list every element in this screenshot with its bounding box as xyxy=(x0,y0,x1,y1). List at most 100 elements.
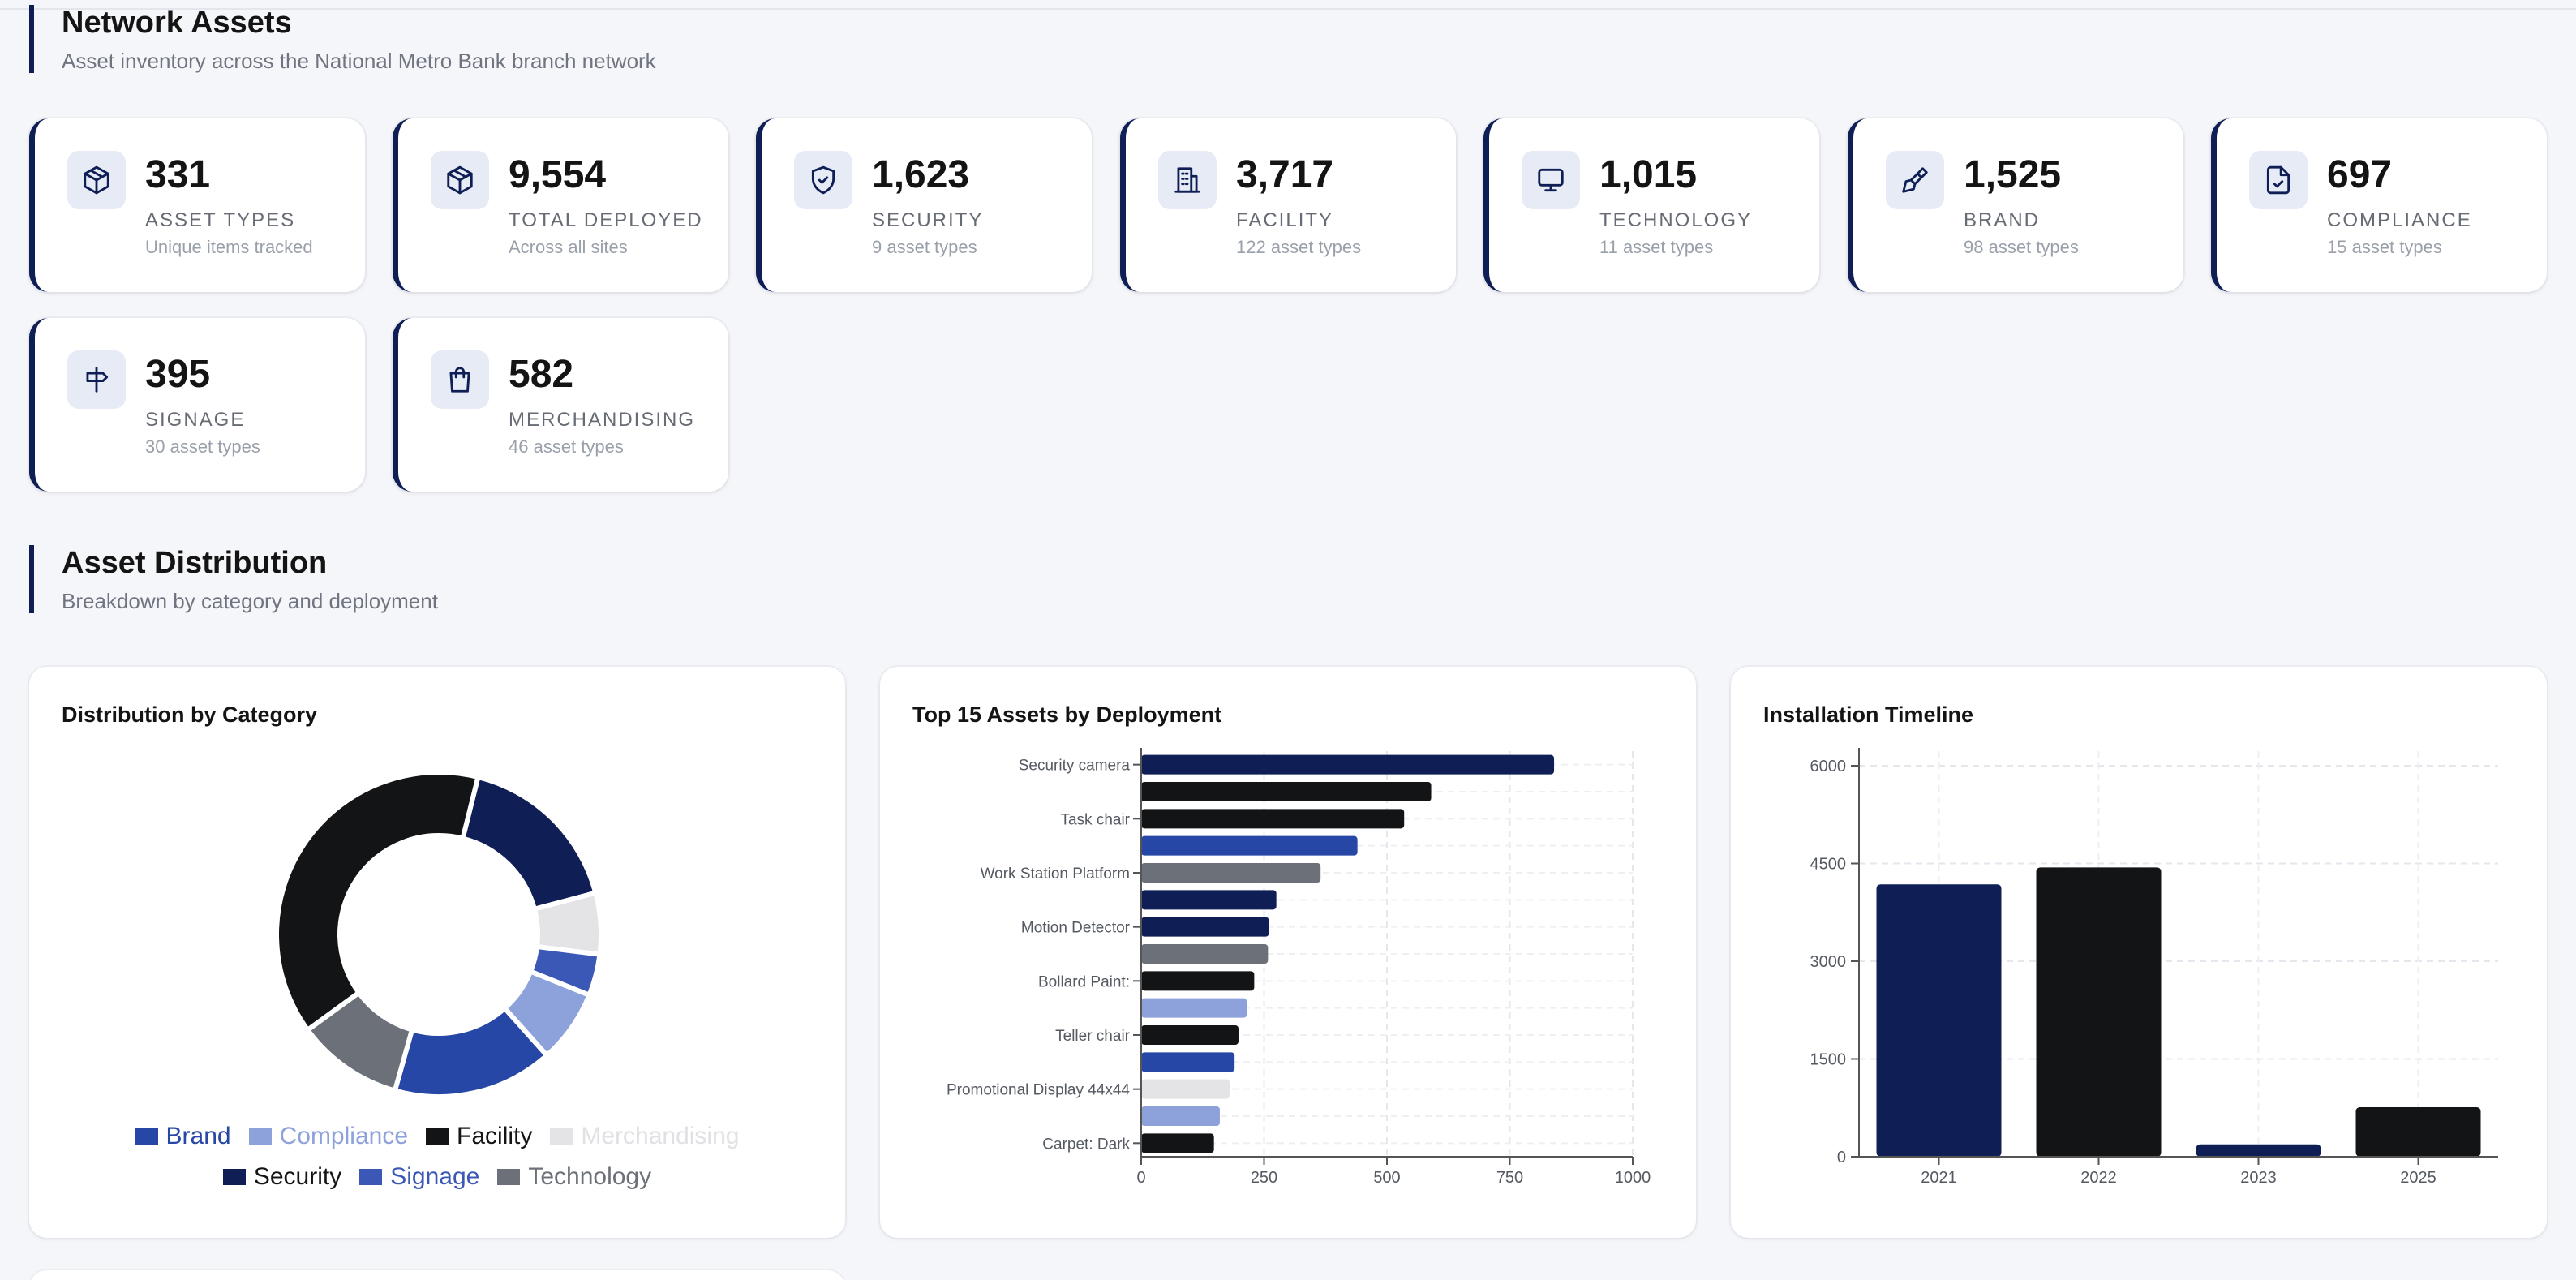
bar xyxy=(1141,1079,1230,1099)
bar xyxy=(1141,782,1432,801)
bar xyxy=(1141,754,1555,775)
stat-value: 1,015 xyxy=(1599,153,1698,196)
stat-label: BRAND xyxy=(1964,209,2041,231)
stat-value: 3,717 xyxy=(1236,153,1334,196)
timeline-bar-chart: 0 1500 3000 4500 6000 2021 2022 2023 2025 xyxy=(1810,748,2498,1187)
y-tick-label: 1500 xyxy=(1810,1051,1847,1069)
stat-card-brand: 1,525 BRAND 98 asset types xyxy=(1848,118,2183,292)
stat-subtext: 46 asset types xyxy=(509,436,624,457)
stat-value: 1,525 xyxy=(1964,153,2062,196)
asset-distribution-header: Asset Distribution Breakdown by category… xyxy=(29,545,438,613)
bar xyxy=(1141,863,1321,883)
stat-subtext: 98 asset types xyxy=(1964,237,2079,257)
y-tick-label: Promotional Display 44x44 xyxy=(947,1082,1130,1099)
section-subtitle: Breakdown by category and deployment xyxy=(62,589,438,613)
legend-label: Merchandising xyxy=(581,1123,740,1149)
x-tick-label: 2022 xyxy=(2080,1169,2117,1187)
x-tick-label: 250 xyxy=(1251,1169,1277,1187)
y-tick-label: 4500 xyxy=(1810,856,1847,874)
legend-swatch xyxy=(222,1169,246,1185)
legend-label: Security xyxy=(253,1163,342,1190)
bar-2025 xyxy=(2355,1106,2481,1157)
stat-card-compliance: 697 COMPLIANCE 15 asset types xyxy=(2211,118,2547,292)
building-icon xyxy=(1158,151,1217,209)
installation-timeline-panel: Installation Timeline 0 1500 3000 4500 6000 2… xyxy=(1731,667,2547,1238)
legend-swatch xyxy=(550,1128,573,1145)
legend-item-merchandising[interactable]: Merchandising xyxy=(550,1123,739,1150)
panel-title: Top 15 Assets by Deployment xyxy=(912,702,1222,727)
legend-item-security[interactable]: Security xyxy=(222,1163,342,1191)
bar xyxy=(1141,998,1247,1018)
bar-2023 xyxy=(2196,1144,2321,1157)
stat-label: ASSET TYPES xyxy=(145,209,296,231)
legend-swatch xyxy=(248,1128,272,1145)
stat-value: 697 xyxy=(2327,153,2393,196)
legend-swatch xyxy=(135,1128,158,1145)
legend-label: Brand xyxy=(165,1123,231,1149)
y-tick-label: Security camera xyxy=(1019,758,1131,775)
shield-check-icon xyxy=(794,151,852,209)
bar xyxy=(1141,971,1255,991)
stat-label: MERCHANDISING xyxy=(509,409,696,431)
bar xyxy=(1141,1025,1239,1045)
top-divider xyxy=(0,0,2576,10)
stat-card-merchandising: 582 MERCHANDISING 46 asset types xyxy=(393,318,728,492)
panel-title: Installation Timeline xyxy=(1763,702,1974,727)
stat-card-facility: 3,717 FACILITY 122 asset types xyxy=(1120,118,1456,292)
bar-2022 xyxy=(2036,867,2162,1157)
legend-item-technology[interactable]: Technology xyxy=(497,1163,651,1191)
y-tick-label: Task chair xyxy=(1060,811,1130,828)
legend-swatch xyxy=(359,1169,383,1185)
legend-label: Compliance xyxy=(279,1123,409,1149)
legend-item-brand[interactable]: Brand xyxy=(135,1123,231,1150)
stat-card-total-deployed: 9,554 TOTAL DEPLOYED Across all sites xyxy=(393,118,728,292)
donut-slice-facility xyxy=(274,770,481,1033)
stat-label: SECURITY xyxy=(872,209,984,231)
y-tick-label: 3000 xyxy=(1810,953,1847,971)
legend-label: Technology xyxy=(528,1163,652,1190)
donut-slice-security xyxy=(460,774,599,912)
y-tick-label: Teller chair xyxy=(1055,1028,1131,1045)
stat-subtext: Unique items tracked xyxy=(145,237,313,257)
top-assets-bar-chart: Security camera Task chair Work Station Pl… xyxy=(947,748,1651,1187)
bar xyxy=(1141,809,1405,829)
y-tick-label: Carpet: Dark xyxy=(1042,1136,1130,1153)
stat-card-security: 1,623 SECURITY 9 asset types xyxy=(756,118,1092,292)
stat-label: COMPLIANCE xyxy=(2327,209,2472,231)
stat-card-signage: 395 SIGNAGE 30 asset types xyxy=(29,318,365,492)
y-tick-label: 0 xyxy=(1837,1149,1846,1166)
bar xyxy=(1141,944,1269,964)
signpost-icon xyxy=(67,350,126,409)
legend-item-compliance[interactable]: Compliance xyxy=(248,1123,409,1150)
package-icon xyxy=(67,151,126,209)
legend-item-signage[interactable]: Signage xyxy=(359,1163,479,1191)
panel-title: Distribution by Category xyxy=(62,702,318,727)
x-tick-label: 2021 xyxy=(1921,1169,1957,1187)
stat-value: 582 xyxy=(509,353,574,396)
legend-item-facility[interactable]: Facility xyxy=(426,1123,532,1150)
y-tick-label: Work Station Platform xyxy=(981,866,1130,883)
stat-card-technology: 1,015 TECHNOLOGY 11 asset types xyxy=(1483,118,1819,292)
shopping-bag-icon xyxy=(431,350,489,409)
bar xyxy=(1141,835,1358,856)
distribution-panel: Distribution by Category Brand Compliance… xyxy=(29,667,845,1238)
x-tick-label: 2023 xyxy=(2240,1169,2277,1187)
bar xyxy=(1141,917,1269,937)
section-subtitle: Asset inventory across the National Metr… xyxy=(62,49,656,73)
stat-label: TOTAL DEPLOYED xyxy=(509,209,703,231)
stat-label: SIGNAGE xyxy=(145,409,246,431)
stat-label: FACILITY xyxy=(1236,209,1334,231)
donut-chart xyxy=(274,770,603,1099)
legend-row: Brand Compliance Facility Merchandising xyxy=(29,1123,845,1150)
bar xyxy=(1141,1106,1220,1126)
x-tick-label: 500 xyxy=(1373,1169,1400,1187)
bar-2021 xyxy=(1876,884,2002,1157)
section-title: Network Assets xyxy=(62,6,292,40)
stat-card-asset-types: 331 ASSET TYPES Unique items tracked xyxy=(29,118,365,292)
x-tick-label: 1000 xyxy=(1615,1169,1651,1187)
y-tick-label: 6000 xyxy=(1810,758,1847,775)
stat-subtext: 9 asset types xyxy=(872,237,977,257)
stat-subtext: Across all sites xyxy=(509,237,628,257)
stat-value: 331 xyxy=(145,153,211,196)
stat-subtext: 11 asset types xyxy=(1599,237,1714,257)
